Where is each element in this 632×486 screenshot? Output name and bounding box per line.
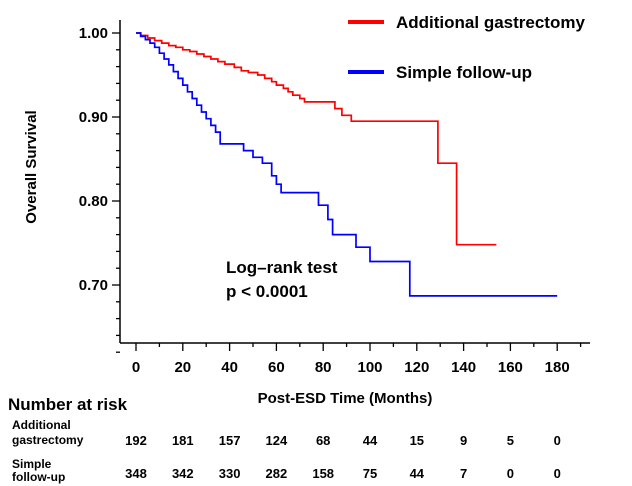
y-tick-label: 0.80	[79, 193, 108, 210]
risk-value: 342	[172, 466, 194, 481]
x-tick-label: 120	[404, 359, 429, 376]
x-tick-label: 160	[498, 359, 523, 376]
risk-value: 9	[460, 433, 467, 448]
x-tick-label: 100	[357, 359, 382, 376]
y-ticks: 0.70 0.80 0.90 1.00	[79, 25, 120, 353]
risk-value: 75	[363, 466, 377, 481]
risk-value: 5	[507, 433, 514, 448]
legend: Additional gastrectomy Simple follow-up	[348, 13, 585, 82]
p-value-label: p < 0.0001	[226, 282, 308, 301]
risk-value: 124	[266, 433, 288, 448]
risk-row-label: gastrectomy	[12, 433, 84, 447]
curve-simple-follow-up	[136, 32, 558, 297]
risk-value: 330	[219, 466, 241, 481]
risk-value: 15	[410, 433, 424, 448]
risk-value: 157	[219, 433, 241, 448]
risk-value: 348	[125, 466, 147, 481]
risk-table-title: Number at risk	[8, 395, 128, 414]
risk-value: 192	[125, 433, 147, 448]
x-tick-label: 40	[221, 359, 238, 376]
x-axis-title: Post-ESD Time (Months)	[258, 390, 433, 407]
x-tick-label: 140	[451, 359, 476, 376]
risk-value: 181	[172, 433, 194, 448]
risk-row-label: Additional	[12, 418, 71, 432]
risk-value: 44	[363, 433, 378, 448]
y-tick-label: 0.70	[79, 277, 108, 294]
x-tick-label: 80	[315, 359, 332, 376]
legend-label-additional-gastrectomy: Additional gastrectomy	[396, 13, 585, 32]
risk-value: 282	[266, 466, 288, 481]
risk-value: 158	[312, 466, 334, 481]
curve-additional-gastrectomy	[136, 32, 497, 246]
risk-value: 0	[507, 466, 514, 481]
axes: 0.70 0.80 0.90 1.00 0 20 40 60 80 100 120 140 160 18…	[79, 20, 590, 376]
x-tick-label: 60	[268, 359, 285, 376]
risk-value: 0	[554, 466, 561, 481]
survival-curves	[136, 32, 558, 297]
x-ticks: 0 20 40 60 80 100 120 140 160 180	[132, 343, 582, 376]
risk-value: 0	[554, 433, 561, 448]
risk-row-label: follow-up	[12, 470, 65, 484]
x-tick-label: 20	[174, 359, 191, 376]
risk-row-label: Simple	[12, 457, 52, 471]
y-tick-label: 1.00	[79, 25, 108, 42]
x-tick-label: 0	[132, 359, 140, 376]
risk-value: 68	[316, 433, 330, 448]
y-axis-title: Overall Survival	[23, 110, 40, 223]
legend-label-simple-follow-up: Simple follow-up	[396, 63, 532, 82]
x-tick-label: 180	[545, 359, 570, 376]
risk-value: 44	[410, 466, 425, 481]
log-rank-annotation: Log–rank test p < 0.0001	[226, 258, 338, 301]
y-tick-label: 0.90	[79, 109, 108, 126]
risk-value: 7	[460, 466, 467, 481]
log-rank-test-label: Log–rank test	[226, 258, 338, 277]
